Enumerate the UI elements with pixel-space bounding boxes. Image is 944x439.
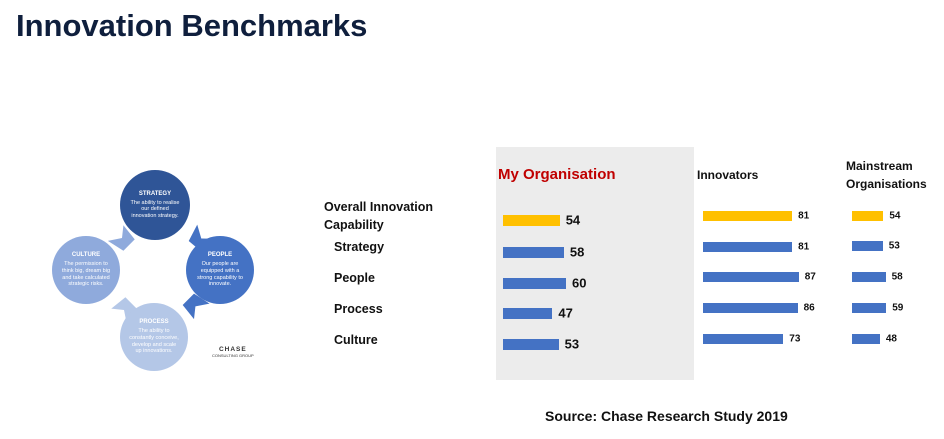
bar bbox=[852, 211, 884, 221]
value-label: 54 bbox=[889, 210, 901, 222]
logo: CHASE CONSULTING GROUP bbox=[212, 346, 254, 358]
bar bbox=[852, 334, 880, 344]
node-heading: PROCESS bbox=[139, 319, 169, 326]
value-label: 59 bbox=[892, 302, 904, 314]
value-label: 47 bbox=[558, 305, 573, 321]
node-heading: PEOPLE bbox=[207, 252, 233, 259]
value-label: 48 bbox=[885, 333, 897, 345]
bar bbox=[503, 214, 560, 226]
value-label: 53 bbox=[564, 336, 580, 352]
bar bbox=[503, 246, 564, 258]
bar bbox=[703, 303, 798, 313]
bar bbox=[703, 211, 793, 221]
value-label: 54 bbox=[565, 212, 581, 228]
value-label: 81 bbox=[798, 241, 810, 253]
category-label: Overall Innovation Capability bbox=[324, 200, 434, 233]
bar bbox=[703, 242, 793, 252]
node-heading: STRATEGY bbox=[138, 190, 172, 197]
bar bbox=[703, 272, 799, 282]
source-note: Source: Chase Research Study 2019 bbox=[545, 408, 788, 424]
value-label: 87 bbox=[804, 271, 816, 283]
bar bbox=[852, 241, 883, 251]
category-label: Culture bbox=[334, 333, 378, 347]
bar bbox=[503, 307, 553, 319]
strategy-node: STRATEGY The ability to realise our defi… bbox=[120, 170, 190, 240]
value-label: 60 bbox=[572, 275, 587, 291]
node-text: The permission to think big, dream big a… bbox=[62, 261, 110, 288]
value-label: 81 bbox=[798, 210, 810, 222]
panel-title: Innovators bbox=[697, 168, 759, 182]
panel-title: Mainstream Organisations bbox=[846, 159, 927, 191]
logo-subtitle: CONSULTING GROUP bbox=[212, 353, 254, 358]
category-label: Process bbox=[334, 302, 383, 316]
value-label: 58 bbox=[891, 271, 903, 283]
bar bbox=[703, 334, 784, 344]
value-label: 53 bbox=[888, 240, 900, 252]
process-node: PROCESS The ability to constantly concei… bbox=[120, 303, 188, 371]
value-label: 86 bbox=[803, 302, 815, 314]
people-node: PEOPLE Our people are equipped with a st… bbox=[186, 236, 254, 304]
logo-name: CHASE bbox=[218, 346, 247, 353]
bar bbox=[503, 277, 566, 289]
node-heading: CULTURE bbox=[71, 252, 101, 259]
culture-node: CULTURE The permission to think big, dre… bbox=[52, 236, 120, 304]
bar bbox=[852, 272, 886, 282]
value-label: 58 bbox=[569, 244, 585, 260]
category-label: Strategy bbox=[334, 240, 385, 254]
panel-title: My Organisation bbox=[498, 166, 616, 183]
node-text: The ability to constantly conceive, deve… bbox=[129, 328, 179, 355]
node-text: Our people are equipped with a strong ca… bbox=[197, 261, 243, 288]
value-label: 73 bbox=[789, 333, 801, 345]
node-text: The ability to realise our defined innov… bbox=[130, 199, 180, 219]
slide-title: Innovation Benchmarks bbox=[16, 8, 368, 43]
category-label: People bbox=[334, 271, 375, 285]
bar bbox=[503, 338, 559, 350]
bar bbox=[852, 303, 887, 313]
